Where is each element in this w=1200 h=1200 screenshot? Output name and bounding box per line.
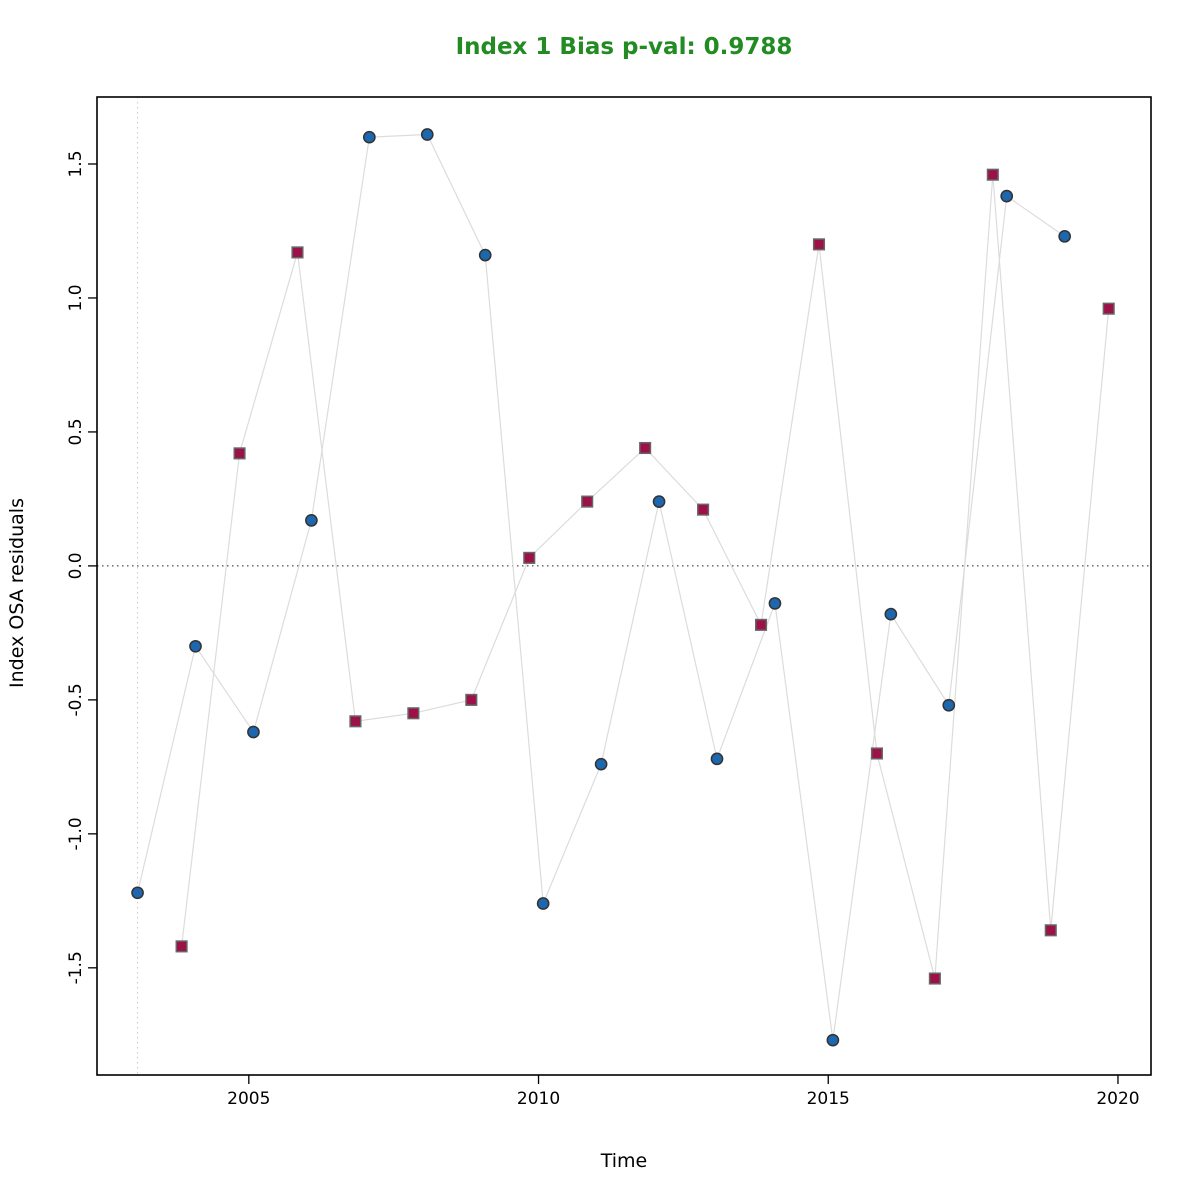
x-axis-label: Time: [600, 1150, 648, 1172]
data-point-circle: [247, 725, 260, 739]
data-point-circle: [942, 698, 956, 712]
x-tick-label: 2020: [1096, 1089, 1139, 1109]
data-point-circle: [768, 597, 782, 610]
data-point-circle: [1058, 229, 1072, 243]
data-point-circle: [652, 495, 666, 508]
data-point-square: [1102, 302, 1115, 315]
data-point-circle: [1000, 189, 1014, 203]
x-tick-label: 2015: [807, 1089, 850, 1109]
data-point-circle: [131, 886, 144, 900]
data-point-square: [870, 747, 883, 760]
y-tick-label: 1.5: [66, 150, 86, 177]
data-point-square: [233, 447, 246, 460]
data-point-circle: [826, 1033, 840, 1047]
data-point-circle: [884, 607, 898, 621]
data-point-square: [1044, 924, 1057, 937]
data-point-square: [465, 693, 478, 706]
y-tick-label: -0.5: [66, 683, 86, 716]
data-point-circle: [189, 639, 202, 653]
data-point-square: [639, 441, 652, 455]
y-tick-label: 0.0: [66, 552, 86, 579]
data-point-circle: [710, 752, 724, 766]
data-point-square: [697, 503, 710, 516]
osa-residuals-circles-line: [136, 133, 1066, 1041]
data-point-square: [523, 551, 536, 564]
y-tick-label: -1.0: [66, 817, 86, 850]
data-point-circle: [420, 128, 434, 141]
data-point-circle: [362, 130, 376, 144]
data-point-square: [986, 168, 999, 181]
data-point-square: [812, 238, 826, 251]
data-point-square: [928, 972, 941, 985]
data-point-square: [581, 495, 594, 508]
chart-title: Index 1 Bias p-val: 0.9788: [455, 34, 793, 60]
data-point-square: [349, 715, 362, 728]
data-point-square: [407, 707, 420, 720]
osa-residuals-squares-line: [181, 174, 1110, 979]
y-tick-label: 1.0: [66, 284, 86, 311]
data-point-square: [754, 618, 768, 631]
data-point-square: [291, 246, 304, 259]
data-point-circle: [305, 514, 318, 527]
y-tick-label: 0.5: [66, 418, 86, 445]
data-point-circle: [478, 248, 492, 262]
data-point-circle: [536, 897, 550, 910]
data-point-circle: [594, 757, 608, 771]
plot-border: [96, 96, 1152, 1076]
x-tick-label: 2005: [227, 1089, 270, 1109]
y-tick-label: -1.5: [66, 951, 86, 984]
y-axis-label: Index OSA residuals: [6, 498, 28, 688]
x-tick-label: 2010: [517, 1089, 560, 1109]
data-point-square: [175, 940, 188, 953]
